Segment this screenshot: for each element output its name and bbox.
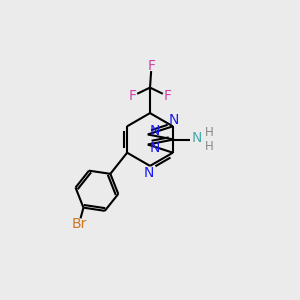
Text: Br: Br [71,217,87,231]
Text: F: F [148,59,155,73]
Text: H: H [204,125,213,139]
Text: F: F [164,89,171,103]
Text: F: F [129,89,136,103]
Text: N: N [149,140,160,154]
Text: H: H [204,140,213,154]
Text: N: N [169,113,179,127]
Text: N: N [192,131,202,145]
Text: N: N [144,166,154,180]
Text: N: N [149,124,160,139]
